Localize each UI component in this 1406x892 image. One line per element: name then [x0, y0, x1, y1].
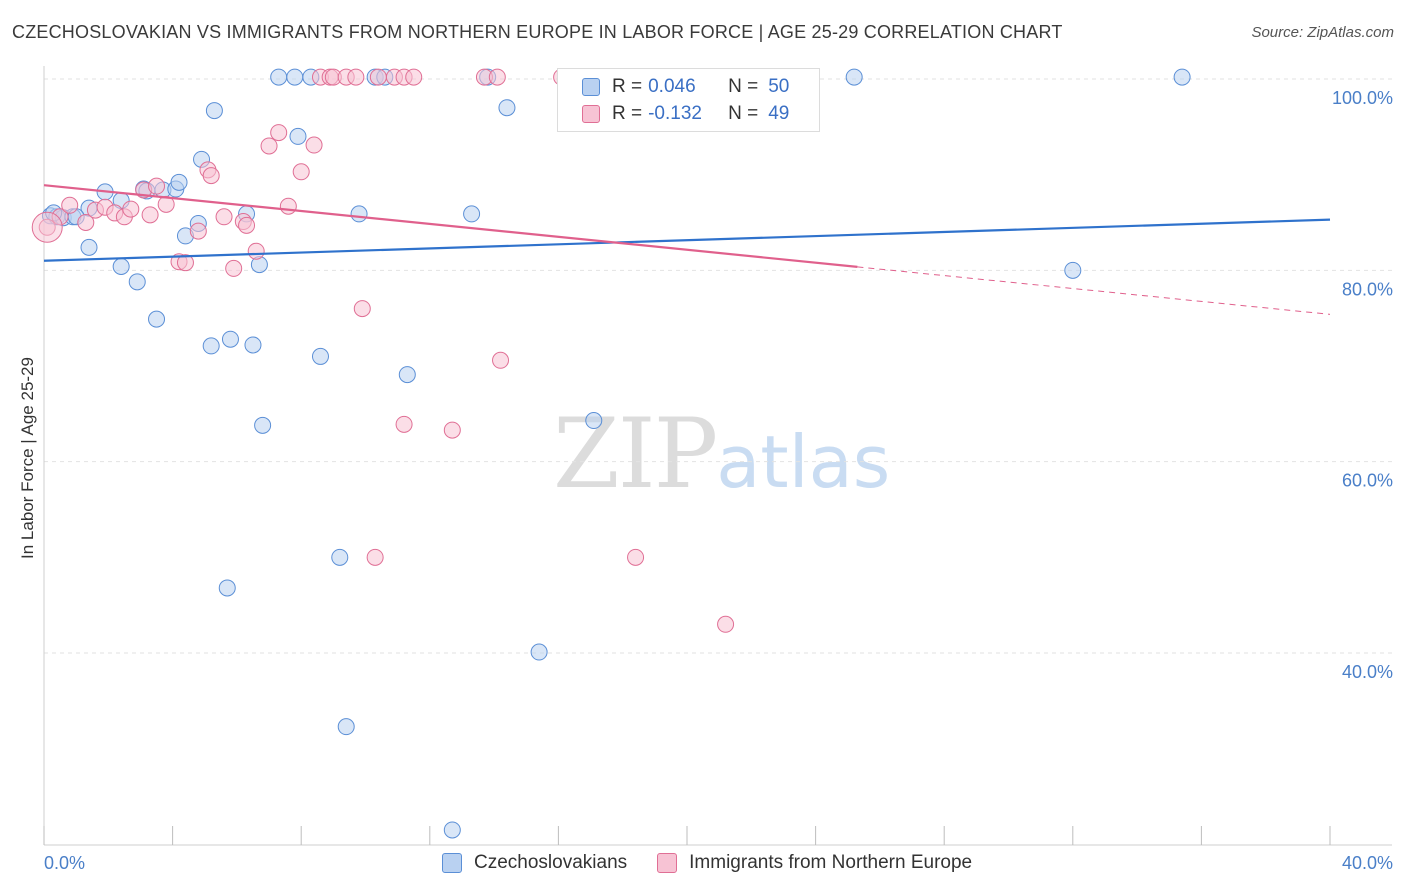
czechoslovakian-trend-line: [43, 218, 1331, 262]
czechoslovakian-point: [112, 258, 130, 276]
legend-swatch-blue: [442, 853, 462, 873]
x-tick-label: 40.0%: [1342, 853, 1393, 873]
source-label: Source: ZipAtlas.com: [1251, 24, 1394, 41]
czechoslovakian-point: [205, 102, 223, 120]
legend-n-value: 49: [768, 103, 790, 124]
legend-label: Czechoslovakians: [474, 852, 628, 873]
czechoslovakian-point: [331, 548, 349, 566]
czechoslovakian-point: [585, 412, 603, 430]
northern-europe-point: [305, 136, 323, 154]
northern-europe-point: [279, 197, 297, 215]
czechoslovakian-point: [148, 310, 166, 328]
legend-item-czechoslovakians[interactable]: Czechoslovakians: [442, 852, 627, 874]
northern-europe-point: [176, 254, 194, 272]
trend-lines: [43, 184, 1331, 315]
legend-row-czechoslovakians: R = 0.046 N = 50: [582, 74, 789, 100]
northern-europe-point: [238, 216, 256, 234]
czechoslovakian-point: [289, 127, 307, 145]
czechoslovakian-point: [463, 205, 481, 223]
grid-lines: [44, 78, 1392, 654]
northern-europe-point: [488, 68, 506, 86]
czechoslovakian-point: [254, 416, 272, 434]
northern-europe-point: [366, 548, 384, 566]
czechoslovakian-point: [398, 366, 416, 384]
northern-europe-point: [627, 548, 645, 566]
legend-r-value: -0.132: [648, 103, 702, 124]
y-tick-label: 80.0%: [1342, 279, 1393, 299]
northern-europe-trend-extension: [857, 266, 1331, 315]
czechoslovakian-point: [1064, 261, 1082, 279]
northern-europe-point: [347, 68, 365, 86]
czechoslovakian-point: [530, 643, 548, 661]
czechoslovakian-point: [202, 337, 220, 355]
czechoslovakian-point: [337, 718, 355, 736]
legend-item-immigrants[interactable]: Immigrants from Northern Europe: [657, 852, 972, 874]
northern-europe-point: [225, 259, 243, 277]
czechoslovakian-point: [80, 238, 98, 256]
legend-row-immigrants: R = -0.132 N = 49: [582, 101, 789, 127]
legend-n-label: N =: [728, 103, 759, 124]
northern-europe-point: [395, 415, 413, 433]
legend-swatch-pink: [657, 853, 678, 873]
northern-europe-point: [247, 242, 265, 260]
stats-legend: R = 0.046 N = 50 R = -0.132 N = 49: [557, 68, 820, 132]
czechoslovakian-point: [128, 273, 146, 291]
northern-europe-point: [189, 222, 207, 240]
legend-swatch-pink: [582, 105, 600, 123]
czechoslovakian-point: [1173, 68, 1191, 86]
northern-europe-point: [141, 206, 159, 224]
northern-europe-point: [270, 124, 288, 142]
axes: [43, 66, 1392, 846]
northern-europe-point: [492, 351, 510, 369]
legend-r-label: R =: [612, 103, 643, 124]
chart-title: CZECHOSLOVAKIAN VS IMMIGRANTS FROM NORTH…: [12, 22, 1063, 42]
northern-europe-point: [292, 163, 310, 181]
northern-europe-point: [215, 208, 233, 226]
czechoslovakian-point: [286, 68, 304, 86]
northern-europe-point: [260, 137, 278, 155]
legend-label: Immigrants from Northern Europe: [689, 852, 973, 873]
legend-r-label: R =: [612, 76, 643, 97]
czechoslovakian-point: [270, 68, 288, 86]
northern-europe-point: [61, 196, 79, 214]
x-tick-label: 0.0%: [44, 853, 85, 873]
y-tick-label: 40.0%: [1342, 662, 1393, 682]
tick-labels: 100.0% 80.0% 60.0% 40.0% 0.0% 40.0%: [44, 88, 1393, 873]
northern-europe-point: [369, 68, 387, 86]
czechoslovakian-point: [443, 821, 461, 839]
czechoslovakian-point: [845, 68, 863, 86]
northern-europe-point: [77, 214, 95, 231]
northern-europe-point: [202, 167, 220, 185]
czechoslovakian-point: [170, 173, 188, 191]
northern-europe-cluster-point: [31, 211, 63, 243]
czechoslovakian-point: [221, 330, 239, 348]
legend-n-value: 50: [768, 76, 790, 97]
series-legend: Czechoslovakians Immigrants from Norther…: [442, 852, 1002, 874]
y-tick-label: 60.0%: [1342, 471, 1393, 491]
czechoslovakian-point: [244, 336, 262, 354]
northern-europe-point: [405, 68, 423, 86]
czechoslovakian-point: [218, 579, 236, 597]
northern-europe-point: [157, 195, 175, 213]
czechoslovakian-point: [498, 99, 516, 117]
legend-r-value: 0.046: [648, 76, 696, 97]
watermark-zip: ZIP: [553, 398, 718, 510]
czechoslovakian-point: [350, 205, 368, 223]
legend-n-label: N =: [728, 76, 759, 97]
data-points: [31, 68, 1191, 839]
northern-europe-point: [148, 177, 166, 195]
legend-swatch-blue: [582, 78, 600, 96]
northern-europe-point: [717, 615, 735, 633]
northern-europe-trend-line: [43, 184, 858, 268]
northern-europe-point: [443, 421, 461, 439]
northern-europe-point: [353, 300, 371, 318]
y-tick-label: 100.0%: [1332, 88, 1393, 108]
northern-europe-point: [122, 200, 140, 218]
czechoslovakian-point: [311, 347, 329, 365]
